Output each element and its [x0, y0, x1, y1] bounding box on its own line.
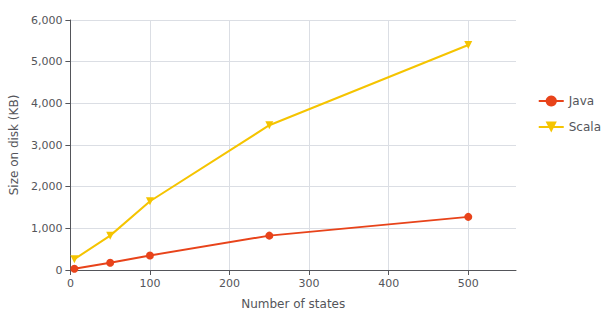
svg-text:100: 100 — [139, 277, 160, 290]
svg-text:500: 500 — [458, 277, 479, 290]
svg-text:1,000: 1,000 — [31, 222, 63, 235]
svg-text:2,000: 2,000 — [31, 180, 63, 193]
svg-text:Java: Java — [568, 94, 594, 108]
svg-text:Size on disk (KB): Size on disk (KB) — [7, 95, 21, 196]
svg-text:200: 200 — [219, 277, 240, 290]
svg-text:300: 300 — [299, 277, 320, 290]
svg-text:0: 0 — [55, 264, 62, 277]
svg-text:6,000: 6,000 — [31, 14, 63, 27]
svg-text:4,000: 4,000 — [31, 97, 63, 110]
svg-text:0: 0 — [67, 277, 74, 290]
svg-text:3,000: 3,000 — [31, 139, 63, 152]
svg-text:Scala: Scala — [569, 120, 601, 134]
svg-text:5,000: 5,000 — [31, 55, 63, 68]
svg-text:400: 400 — [378, 277, 399, 290]
svg-text:Number of states: Number of states — [241, 297, 345, 311]
